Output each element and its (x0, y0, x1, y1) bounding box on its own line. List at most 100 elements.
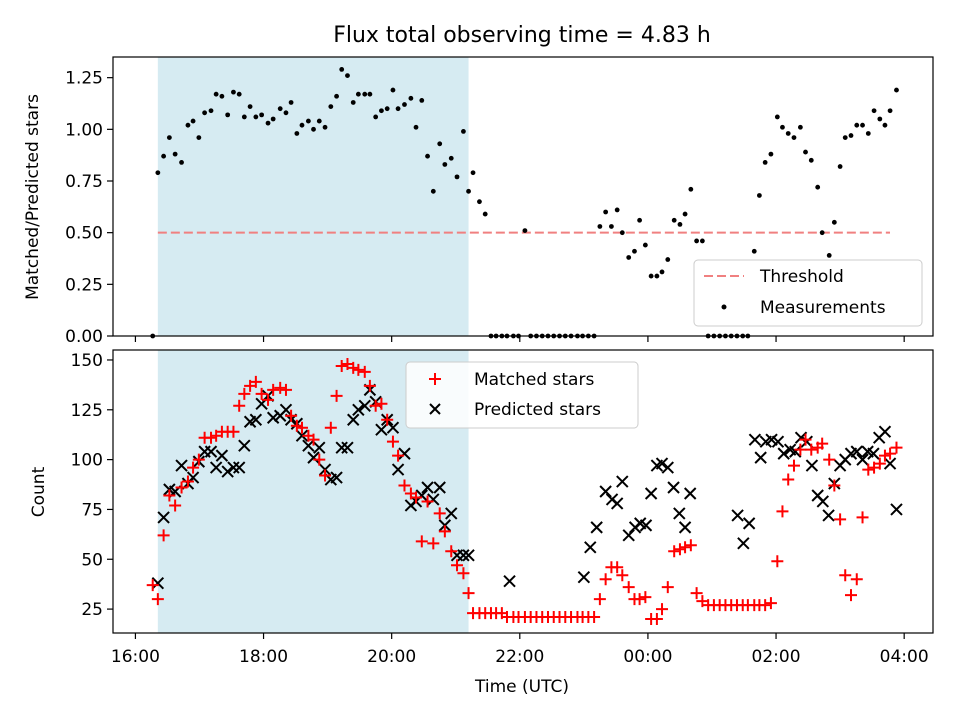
series-predicted-stars (151, 383, 903, 590)
matched-point (462, 587, 475, 600)
measurement-point (253, 114, 259, 120)
matched-point (845, 589, 857, 602)
predicted-point (266, 411, 280, 424)
measurement-point (355, 91, 361, 97)
measurement-point (659, 269, 665, 275)
measurement-point (241, 114, 247, 120)
y-tick-label: 1.00 (65, 120, 103, 140)
matched-point (816, 437, 829, 450)
matched-point (192, 453, 205, 466)
matched-point (169, 499, 182, 512)
predicted-point (232, 461, 246, 474)
x-axis-label: Time (UTC) (474, 677, 569, 697)
predicted-point (867, 447, 880, 460)
predicted-point (445, 507, 458, 520)
matched-point (238, 387, 251, 400)
measurement-point (860, 122, 865, 128)
legend-box-bottom (405, 361, 639, 429)
predicted-point (742, 517, 756, 530)
panel-ratio: 0.00 0.25 0.50 0.75 1.00 1.25 Matched/Predict… (23, 56, 934, 347)
predicted-point (850, 445, 863, 458)
predicted-point (622, 529, 635, 542)
predicted-point (238, 439, 251, 452)
measurement-point (470, 170, 476, 176)
matched-point (249, 375, 262, 388)
matched-point (679, 541, 692, 554)
measurement-point (259, 112, 265, 118)
matched-point (588, 611, 601, 624)
measurement-point (345, 73, 350, 78)
matched-point (684, 539, 697, 552)
predicted-point (352, 403, 365, 416)
matched-point (421, 495, 434, 508)
measurement-point (288, 100, 294, 105)
matched-point (764, 597, 777, 610)
measurement-point (865, 131, 871, 136)
matched-point (290, 419, 303, 432)
y-tick-label: 50 (81, 550, 103, 570)
y-tick-label: 125 (71, 401, 103, 421)
measurement-point (294, 131, 300, 136)
axes-frame-bottom (112, 349, 934, 634)
predicted-point (391, 463, 405, 476)
legend-matched-swatch (429, 373, 441, 385)
predicted-point (822, 509, 835, 522)
measurement-point (208, 108, 214, 114)
measurement-point (522, 228, 528, 234)
predicted-point (616, 475, 629, 488)
matched-point (878, 449, 891, 462)
measurement-point (671, 217, 677, 223)
y-tick-label: 25 (81, 600, 103, 620)
matched-point (782, 473, 795, 486)
measurement-point (305, 118, 311, 124)
measurement-point (619, 230, 625, 236)
predicted-point (883, 457, 897, 470)
predicted-point (667, 481, 680, 494)
predicted-point (754, 451, 767, 464)
y-ticks-bottom: 25 50 75 100 125 150 (71, 351, 113, 620)
measurement-point (362, 91, 368, 97)
measurement-point (808, 157, 814, 163)
matched-point (319, 469, 332, 482)
matched-point (787, 459, 800, 472)
matched-point (415, 535, 428, 548)
series-measurements (150, 67, 899, 339)
matched-point (438, 525, 451, 538)
predicted-point (771, 435, 785, 448)
measurement-point (688, 186, 694, 192)
matched-point (776, 505, 789, 518)
measurement-point (877, 116, 883, 122)
measurement-point (648, 273, 654, 279)
x-tick-label: 18:00 (239, 647, 288, 667)
measurement-point (190, 118, 196, 124)
measurement-point (322, 124, 328, 130)
matched-point (347, 361, 360, 374)
matched-point (324, 421, 337, 434)
measurement-point (334, 93, 339, 99)
predicted-point (302, 439, 315, 452)
predicted-point (731, 509, 744, 522)
measurement-point (299, 122, 305, 128)
measurement-point (166, 135, 172, 141)
measurement-point (395, 106, 401, 112)
x-tick-label: 04:00 (880, 647, 929, 667)
y-tick-label: 0.50 (65, 224, 103, 244)
matched-point (805, 443, 818, 456)
matched-point (295, 421, 308, 434)
y-tick-label: 1.25 (65, 69, 103, 89)
predicted-point (433, 481, 446, 494)
y-axis-label-top: Matched/Predicted stars (23, 94, 43, 300)
y-tick-label: 0.25 (65, 275, 103, 295)
legend-predicted-label: Predicted stars (474, 400, 601, 420)
y-ticks-top: 0.00 0.25 0.50 0.75 1.00 1.25 (65, 69, 113, 347)
predicted-point (386, 421, 400, 434)
measurement-point (316, 118, 322, 124)
matched-point (794, 443, 807, 456)
predicted-point (878, 425, 892, 438)
measurement-point (461, 129, 466, 134)
measurement-point (425, 153, 430, 159)
measurement-point (682, 211, 688, 217)
measurement-point (797, 124, 803, 130)
predicted-point (421, 481, 434, 494)
